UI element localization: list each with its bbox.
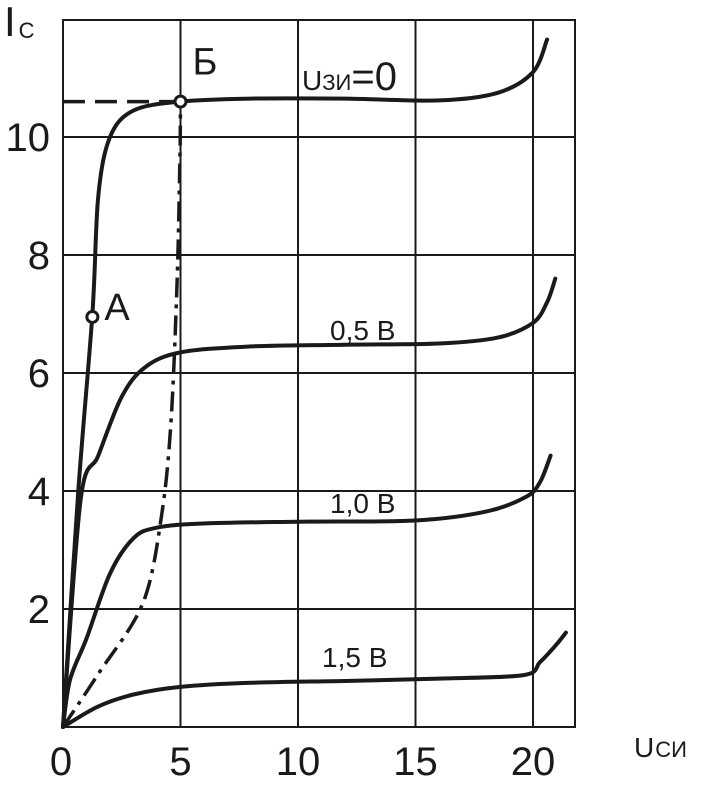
series-line-2	[61, 453, 553, 729]
series-line-1	[61, 276, 558, 729]
labels: I С UСИ UЗИ=0 0,5 В 1,0 В 1,5 В А Б	[4, 0, 687, 763]
point-label-1: Б	[193, 42, 218, 84]
tick-labels: 0 5 10 15 20 2 4 6 8 10	[6, 116, 556, 784]
series-line-0	[61, 37, 550, 729]
grid	[63, 20, 575, 727]
saturation-boundary-line	[61, 101, 183, 728]
point-marker-1	[173, 94, 188, 109]
series-label-0: UЗИ=0	[302, 55, 397, 99]
x-tick-label: 15	[393, 740, 438, 784]
x-tick-label: 5	[169, 740, 191, 784]
x-tick-label: 0	[50, 740, 72, 784]
y-tick-label: 2	[28, 588, 50, 632]
series-lines	[61, 37, 568, 729]
series-label-1: 0,5 В	[330, 315, 395, 346]
y-tick-label: 8	[28, 234, 50, 278]
y-tick-label: 6	[28, 352, 50, 396]
series-line-3	[61, 630, 568, 729]
guide-lines	[61, 99, 183, 728]
plot-border	[62, 19, 576, 728]
x-axis-title: UСИ	[634, 732, 687, 763]
y-tick-label: 10	[6, 116, 51, 160]
plot-frame	[62, 19, 576, 728]
point-marker-0	[85, 309, 100, 324]
series-label-2: 1,0 В	[330, 488, 395, 519]
x-tick-label: 20	[511, 740, 556, 784]
x-tick-label: 10	[276, 740, 321, 784]
series-label-3: 1,5 В	[322, 642, 387, 673]
y-tick-label: 4	[28, 470, 50, 514]
point-label-0: А	[104, 287, 130, 329]
marked-points	[85, 94, 188, 324]
